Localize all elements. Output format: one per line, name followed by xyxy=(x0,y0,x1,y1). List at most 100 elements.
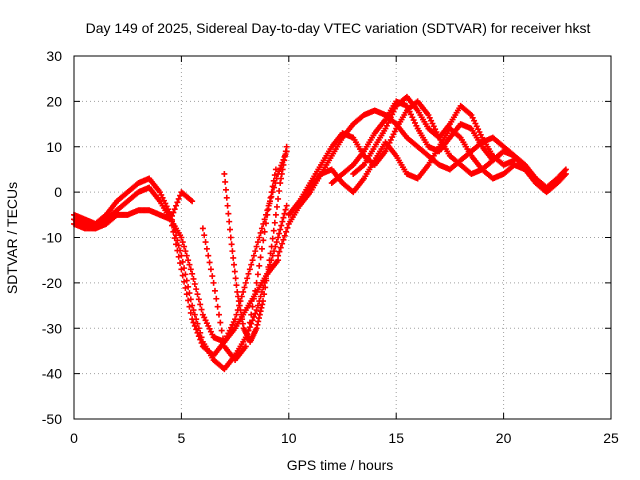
data-point-marker xyxy=(281,157,288,164)
data-point-marker xyxy=(245,270,252,277)
data-point-marker xyxy=(175,195,182,202)
data-point-marker xyxy=(201,232,208,239)
data-point-marker xyxy=(183,252,190,259)
data-point-marker xyxy=(248,261,255,268)
data-point-marker xyxy=(222,178,229,185)
data-point-marker xyxy=(254,239,261,246)
data-point-marker xyxy=(284,224,291,231)
data-point-marker xyxy=(264,211,271,218)
data-point-marker xyxy=(258,304,265,311)
data-point-marker xyxy=(252,310,259,317)
data-point-marker xyxy=(280,236,287,243)
data-point-marker xyxy=(228,241,235,248)
data-point-marker xyxy=(271,219,278,226)
data-point-marker xyxy=(194,291,201,298)
data-point-marker xyxy=(178,234,185,241)
data-point-marker xyxy=(248,311,255,318)
y-tick-label: -50 xyxy=(42,411,62,427)
y-tick-label: 30 xyxy=(46,48,62,64)
data-point-marker xyxy=(256,262,263,269)
data-point-marker xyxy=(500,148,507,155)
data-point-marker xyxy=(250,295,257,302)
data-point-marker xyxy=(253,325,260,332)
data-point-marker xyxy=(235,298,242,305)
data-point-marker xyxy=(183,291,190,298)
data-point-marker xyxy=(239,320,246,327)
data-point-marker xyxy=(277,244,284,251)
data-point-marker xyxy=(189,270,196,277)
data-point-marker xyxy=(191,322,198,329)
data-point-marker xyxy=(233,282,240,289)
data-point-marker xyxy=(225,210,232,217)
data-point-marker xyxy=(273,203,280,210)
data-point-marker xyxy=(282,152,289,159)
data-point-marker xyxy=(260,237,267,244)
data-point-marker xyxy=(253,279,260,286)
data-point-marker xyxy=(210,279,217,286)
data-point-marker xyxy=(202,239,209,246)
data-point-marker xyxy=(232,275,239,282)
data-point-marker xyxy=(194,329,201,336)
x-tick-label: 25 xyxy=(603,430,619,446)
data-point-marker xyxy=(276,248,283,255)
data-point-marker xyxy=(271,172,278,179)
data-point-marker xyxy=(269,235,276,242)
y-tick-label: 20 xyxy=(46,93,62,109)
x-tick-label: 5 xyxy=(178,430,186,446)
data-point-marker xyxy=(214,303,221,310)
data-point-marker xyxy=(181,243,188,250)
data-point-marker xyxy=(195,333,202,340)
data-point-marker xyxy=(276,230,283,237)
data-point-marker xyxy=(197,301,204,308)
data-point-marker xyxy=(246,319,253,326)
data-series xyxy=(167,189,196,223)
data-point-marker xyxy=(195,296,202,303)
data-point-marker xyxy=(182,248,189,255)
data-point-marker xyxy=(249,303,256,310)
data-point-marker xyxy=(279,218,286,225)
data-point-marker xyxy=(223,194,230,201)
data-point-marker xyxy=(264,270,271,277)
data-point-marker xyxy=(257,308,264,315)
data-point-marker xyxy=(242,279,249,286)
data-point-marker xyxy=(179,272,186,279)
data-point-marker xyxy=(256,234,263,241)
x-tick-label: 20 xyxy=(496,430,512,446)
y-tick-label: 10 xyxy=(46,139,62,155)
data-point-marker xyxy=(257,229,264,236)
data-point-marker xyxy=(173,202,180,209)
data-point-marker xyxy=(257,254,264,261)
data-point-marker xyxy=(227,234,234,241)
data-point-marker xyxy=(224,202,231,209)
data-point-marker xyxy=(283,202,290,209)
data-point-marker xyxy=(266,200,273,207)
data-point-marker xyxy=(254,321,261,328)
data-point-marker xyxy=(237,307,244,314)
axis-ticks: 0 5 10 15 20 25 -50 -40 -30 -20 -10 0 10 20 30 xyxy=(42,48,619,446)
data-point-marker xyxy=(170,228,177,235)
x-tick-label: 10 xyxy=(281,430,297,446)
data-point-marker xyxy=(257,293,264,300)
data-point-marker xyxy=(282,148,289,155)
x-tick-label: 15 xyxy=(388,430,404,446)
data-point-marker xyxy=(263,277,270,284)
data-point-marker xyxy=(190,275,197,282)
chart-title: Day 149 of 2025, Sidereal Day-to-day VTE… xyxy=(86,20,591,36)
data-point-marker xyxy=(254,302,261,309)
data-point-marker xyxy=(198,339,205,346)
data-point-marker xyxy=(185,297,192,304)
data-point-marker xyxy=(242,343,249,350)
data-markers xyxy=(71,93,569,373)
data-point-marker xyxy=(218,327,225,334)
data-point-marker xyxy=(191,311,198,318)
data-point-marker xyxy=(198,306,205,313)
data-point-marker xyxy=(275,234,282,241)
data-point-marker xyxy=(273,239,280,246)
data-point-marker xyxy=(226,226,233,233)
data-point-marker xyxy=(283,228,290,235)
data-point-marker xyxy=(169,212,176,219)
data-point-marker xyxy=(280,161,287,168)
data-point-marker xyxy=(189,198,196,205)
data-point-marker xyxy=(261,291,268,298)
